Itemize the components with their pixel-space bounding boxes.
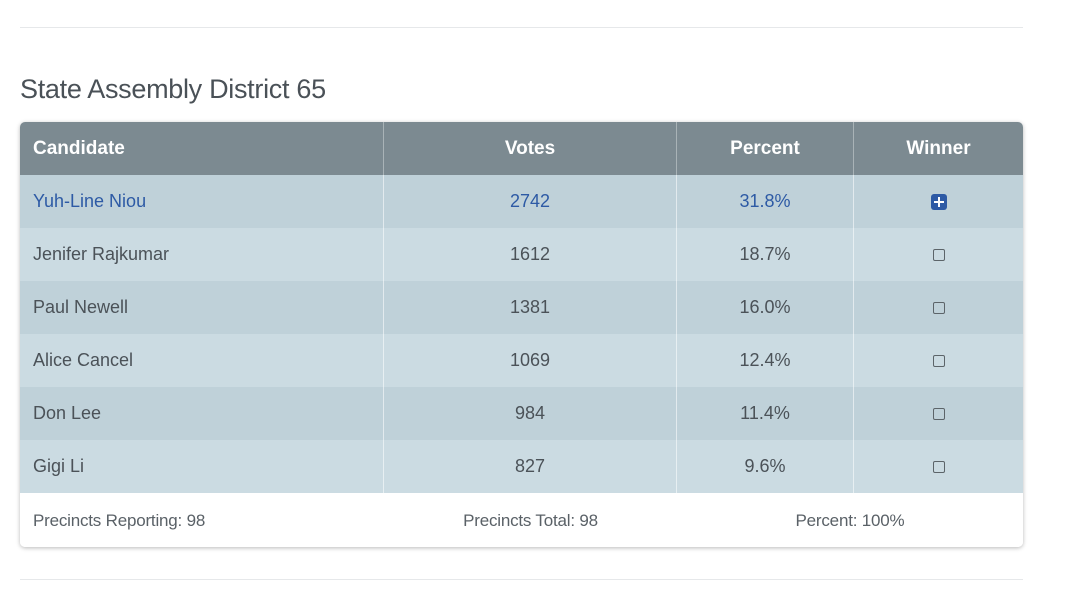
- candidate-percent: 31.8%: [677, 175, 854, 228]
- winner-cell: [854, 387, 1023, 440]
- candidate-votes: 984: [384, 387, 677, 440]
- table-row: Jenifer Rajkumar 1612 18.7%: [20, 228, 1023, 281]
- header-winner: Winner: [906, 137, 971, 159]
- winner-cell: [854, 175, 1023, 228]
- candidate-votes: 1381: [384, 281, 677, 334]
- header-percent: Percent: [677, 122, 854, 175]
- table-footer: Precincts Reporting: 98 Precincts Total:…: [20, 493, 1023, 547]
- header-votes: Votes: [384, 122, 677, 175]
- checkbox-empty-icon: [932, 301, 945, 314]
- precincts-percent: Percent: 100%: [795, 510, 905, 530]
- winner-cell: [854, 281, 1023, 334]
- candidate-percent: 18.7%: [677, 228, 854, 281]
- candidate-votes: 2742: [384, 175, 677, 228]
- checkbox-plus-icon: [930, 193, 947, 210]
- winner-cell: [854, 228, 1023, 281]
- table-row: Paul Newell 1381 16.0%: [20, 281, 1023, 334]
- precincts-total: Precincts Total: 98: [463, 510, 598, 530]
- candidate-name: Jenifer Rajkumar: [20, 228, 384, 281]
- table-row: Yuh-Line Niou 2742 31.8%: [20, 175, 1023, 228]
- candidate-name: Gigi Li: [20, 440, 384, 493]
- bottom-divider: [20, 579, 1023, 580]
- checkbox-empty-icon: [932, 354, 945, 367]
- checkbox-empty-icon: [932, 248, 945, 261]
- candidate-name: Don Lee: [20, 387, 384, 440]
- candidate-percent: 11.4%: [677, 387, 854, 440]
- winner-cell: [854, 440, 1023, 493]
- top-divider: [20, 27, 1023, 28]
- table-row: Alice Cancel 1069 12.4%: [20, 334, 1023, 387]
- checkbox-empty-icon: [932, 407, 945, 420]
- table-row: Don Lee 984 11.4%: [20, 387, 1023, 440]
- candidate-percent: 9.6%: [677, 440, 854, 493]
- section-title: State Assembly District 65: [20, 74, 326, 104]
- candidate-votes: 1612: [384, 228, 677, 281]
- header-candidate: Candidate: [20, 122, 384, 175]
- winner-cell: [854, 334, 1023, 387]
- candidate-name: Alice Cancel: [20, 334, 384, 387]
- candidate-percent: 12.4%: [677, 334, 854, 387]
- results-table: Candidate Votes Percent Winner Yuh-Line …: [20, 122, 1023, 547]
- candidate-name: Paul Newell: [20, 281, 384, 334]
- table-header-row: Candidate Votes Percent Winner: [20, 122, 1023, 175]
- candidate-votes: 827: [384, 440, 677, 493]
- checkbox-empty-icon: [932, 460, 945, 473]
- table-row: Gigi Li 827 9.6%: [20, 440, 1023, 493]
- candidate-name: Yuh-Line Niou: [20, 175, 384, 228]
- precincts-reporting: Precincts Reporting: 98: [33, 510, 206, 530]
- candidate-votes: 1069: [384, 334, 677, 387]
- candidate-percent: 16.0%: [677, 281, 854, 334]
